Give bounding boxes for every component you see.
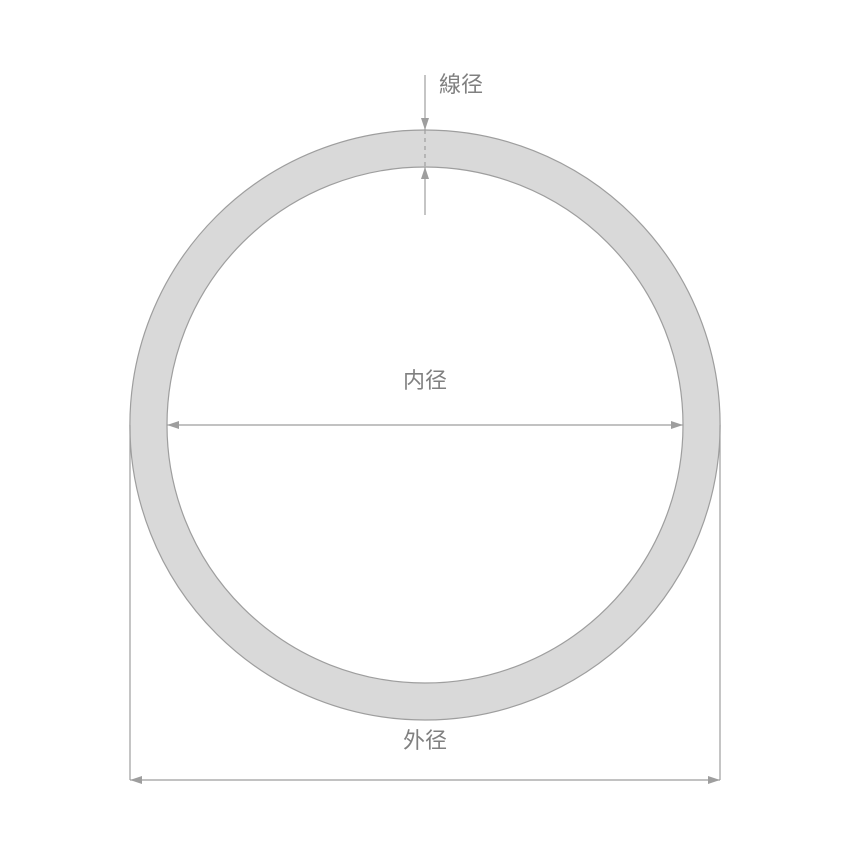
- wire-diameter-label: 線径: [439, 67, 483, 99]
- inner-diameter-label: 内径: [403, 363, 447, 395]
- diagram-canvas: 線径 内径 外径: [0, 0, 850, 850]
- outer-diameter-label: 外径: [403, 723, 447, 755]
